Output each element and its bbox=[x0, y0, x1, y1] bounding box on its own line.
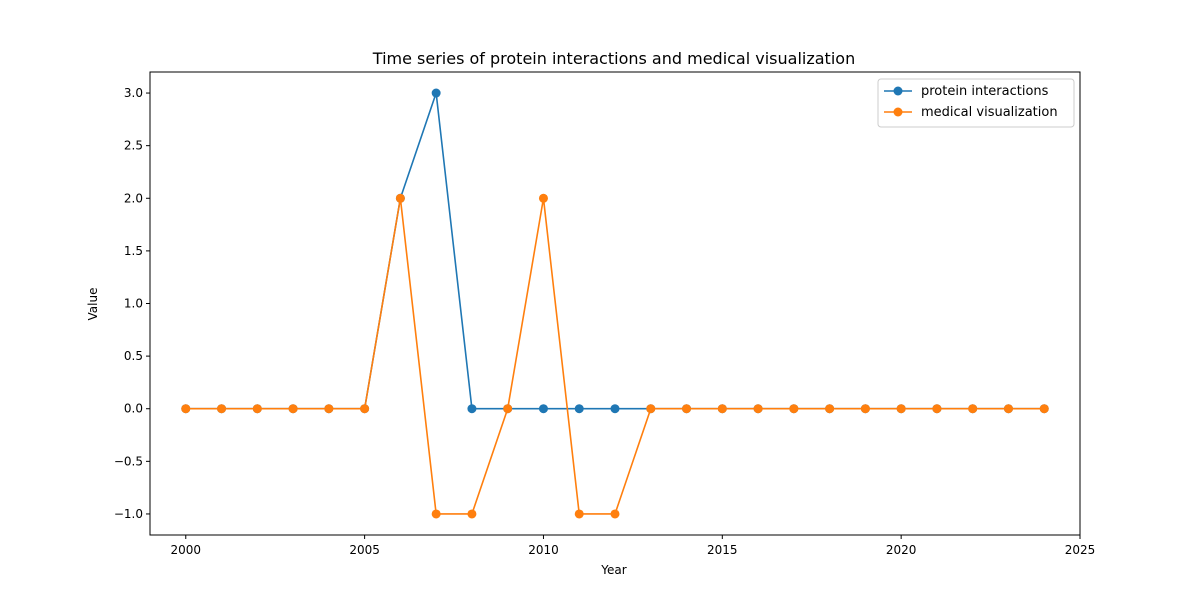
legend-label: protein interactions bbox=[921, 84, 1049, 99]
series-2-point bbox=[860, 404, 870, 414]
series-2-point bbox=[360, 404, 370, 414]
x-tick-label: 2015 bbox=[707, 543, 738, 557]
legend-swatch-marker bbox=[893, 107, 903, 117]
series-2-point bbox=[252, 404, 262, 414]
series-2-point bbox=[395, 193, 405, 203]
series-2-point bbox=[1039, 404, 1049, 414]
series-2-point bbox=[717, 404, 727, 414]
legend-swatch-marker bbox=[893, 86, 903, 96]
legend-frame bbox=[877, 78, 1075, 128]
series-2-point bbox=[896, 404, 906, 414]
chart-title: Time series of protein interactions and … bbox=[372, 49, 855, 68]
series-2-point bbox=[825, 404, 835, 414]
series-2-point bbox=[932, 404, 942, 414]
series-2-point bbox=[538, 193, 548, 203]
plot-frame bbox=[149, 71, 1081, 536]
series-line-2 bbox=[185, 197, 1045, 515]
series-1-point bbox=[610, 404, 620, 414]
series-1-point bbox=[467, 404, 477, 414]
plot-area: 2000 2005 2010 2015 2020 2025 −1.0 −0.5 0.0 0.5 1.… bbox=[114, 71, 1096, 557]
y-tick-label: 0.5 bbox=[124, 349, 143, 363]
series-2-point bbox=[181, 404, 191, 414]
series-2-point bbox=[324, 404, 334, 414]
x-axis-title: Year bbox=[600, 563, 626, 577]
y-tick-label: −0.5 bbox=[114, 454, 143, 468]
y-tick-label: 3.0 bbox=[124, 86, 143, 100]
series-2-point bbox=[467, 509, 477, 519]
series-2-point bbox=[1003, 404, 1013, 414]
y-tick-label: −1.0 bbox=[114, 507, 143, 521]
series-2-point bbox=[646, 404, 656, 414]
y-tick-label: 1.0 bbox=[124, 297, 143, 311]
x-tick-label: 2020 bbox=[886, 543, 917, 557]
series-2-point bbox=[753, 404, 763, 414]
x-tick-label: 2000 bbox=[170, 543, 201, 557]
series-2-point bbox=[503, 404, 513, 414]
y-tick-label: 1.5 bbox=[124, 244, 143, 258]
series-1-point bbox=[538, 404, 548, 414]
legend: protein interactions medical visualizatio… bbox=[877, 78, 1075, 128]
series-2-point bbox=[968, 404, 978, 414]
series-2-point bbox=[789, 404, 799, 414]
series-2-point bbox=[610, 509, 620, 519]
y-tick-label: 2.0 bbox=[124, 191, 143, 205]
y-tick-label: 0.0 bbox=[124, 402, 143, 416]
series-1-point bbox=[431, 88, 441, 98]
x-tick-label: 2010 bbox=[528, 543, 559, 557]
y-tick-label: 2.5 bbox=[124, 139, 143, 153]
series-2-point bbox=[431, 509, 441, 519]
series-2-point bbox=[217, 404, 227, 414]
series-2-point bbox=[682, 404, 692, 414]
series-2-point bbox=[574, 509, 584, 519]
x-tick-label: 2005 bbox=[349, 543, 380, 557]
series-1-point bbox=[574, 404, 584, 414]
x-tick-label: 2025 bbox=[1065, 543, 1096, 557]
series-2-point bbox=[288, 404, 298, 414]
y-axis-title: Value bbox=[86, 288, 100, 321]
series-line-1 bbox=[185, 92, 1045, 410]
legend-label: medical visualization bbox=[921, 105, 1058, 120]
